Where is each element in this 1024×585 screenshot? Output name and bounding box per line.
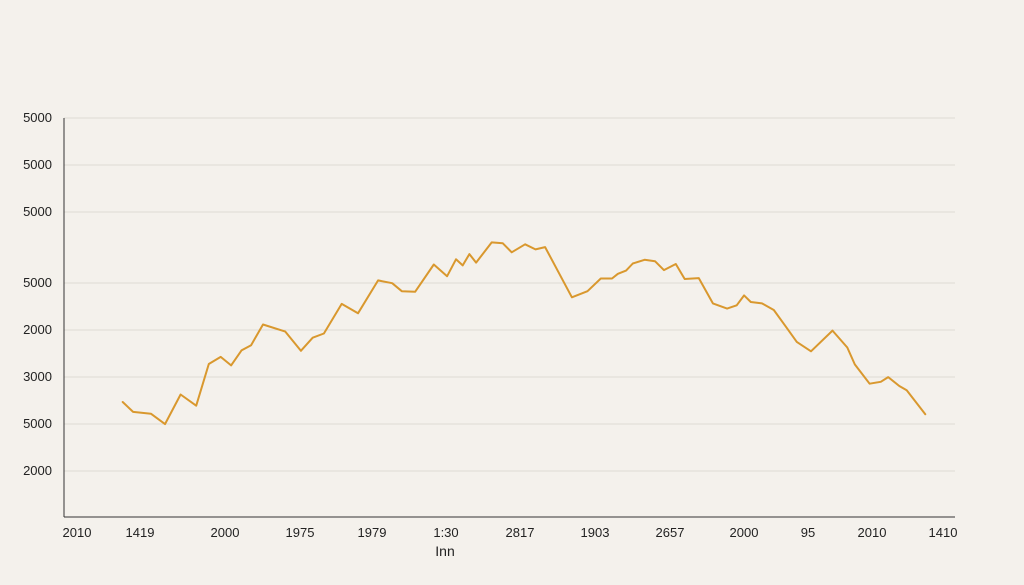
series-line bbox=[121, 241, 927, 426]
data-point bbox=[846, 346, 848, 349]
data-point bbox=[220, 356, 222, 358]
data-point bbox=[312, 337, 314, 339]
y-axis-ticks: 5000 5000 5000 5000 2000 3000 5000 2000 bbox=[23, 110, 52, 478]
x-tick-label: 95 bbox=[801, 525, 815, 540]
y-tick-label: 2000 bbox=[23, 463, 52, 478]
data-point bbox=[810, 350, 812, 352]
x-tick-label: 2657 bbox=[656, 525, 685, 540]
data-point bbox=[122, 401, 124, 403]
data-point bbox=[785, 325, 787, 327]
y-tick-label: 5000 bbox=[23, 275, 52, 290]
data-point bbox=[571, 296, 573, 298]
data-point bbox=[323, 332, 325, 335]
data-point bbox=[906, 389, 908, 391]
data-point bbox=[502, 242, 504, 244]
x-axis-ticks: 2010 1419 2000 1975 1979 1:30 2817 1903 2657 2000… bbox=[63, 525, 958, 540]
x-tick-label: 1410 bbox=[929, 525, 958, 540]
x-tick-label: 1419 bbox=[126, 525, 155, 540]
data-point bbox=[534, 248, 537, 250]
data-point bbox=[600, 277, 602, 280]
data-point bbox=[208, 363, 210, 365]
data-point bbox=[491, 241, 493, 243]
x-tick-label: 2010 bbox=[858, 525, 887, 540]
data-point bbox=[341, 303, 343, 305]
y-tick-label: 5000 bbox=[23, 416, 52, 431]
data-point bbox=[654, 260, 656, 262]
data-point bbox=[468, 253, 470, 255]
data-point bbox=[164, 423, 166, 425]
x-tick-label: 2010 bbox=[63, 525, 92, 540]
data-point bbox=[743, 294, 745, 296]
data-point bbox=[736, 304, 738, 306]
data-point bbox=[663, 269, 665, 271]
data-point bbox=[377, 279, 379, 281]
data-point bbox=[726, 308, 728, 310]
x-tick-label: 1903 bbox=[581, 525, 610, 540]
x-tick-label: 1975 bbox=[286, 525, 315, 540]
data-point bbox=[698, 277, 700, 279]
data-point bbox=[446, 275, 448, 277]
data-point bbox=[391, 282, 393, 284]
data-point bbox=[632, 262, 634, 265]
data-point bbox=[625, 270, 627, 272]
data-point bbox=[230, 364, 232, 366]
x-tick-label: 1:30 bbox=[433, 525, 458, 540]
y-tick-label: 3000 bbox=[23, 369, 52, 384]
data-point bbox=[880, 381, 882, 383]
data-point bbox=[887, 376, 889, 378]
data-point bbox=[180, 393, 182, 396]
grid-lines bbox=[64, 117, 955, 472]
data-point bbox=[611, 277, 613, 280]
data-point bbox=[401, 290, 403, 292]
x-tick-label: 1979 bbox=[358, 525, 387, 540]
y-tick-label: 2000 bbox=[23, 322, 52, 337]
data-point bbox=[773, 309, 775, 311]
x-axis-label: Inn bbox=[435, 543, 454, 559]
x-tick-label: 2000 bbox=[730, 525, 759, 540]
data-point bbox=[250, 344, 252, 346]
data-point bbox=[300, 350, 302, 352]
data-point bbox=[712, 302, 714, 304]
data-point bbox=[831, 330, 834, 332]
data-point bbox=[240, 349, 243, 351]
data-point bbox=[675, 263, 677, 265]
data-point bbox=[511, 251, 513, 253]
data-point bbox=[357, 312, 359, 314]
series-points bbox=[122, 241, 926, 425]
data-point bbox=[195, 405, 197, 407]
data-point bbox=[433, 263, 435, 266]
data-point bbox=[924, 413, 926, 415]
data-point bbox=[761, 302, 763, 304]
x-tick-label: 2000 bbox=[211, 525, 240, 540]
data-point bbox=[869, 383, 871, 385]
data-point bbox=[854, 363, 856, 365]
y-tick-label: 5000 bbox=[23, 110, 52, 125]
data-point bbox=[617, 273, 619, 275]
data-point bbox=[586, 290, 589, 292]
y-tick-label: 5000 bbox=[23, 204, 52, 219]
x-tick-label: 2817 bbox=[506, 525, 535, 540]
data-point bbox=[284, 331, 286, 333]
data-point bbox=[544, 246, 546, 248]
data-point bbox=[684, 278, 686, 280]
y-tick-label: 5000 bbox=[23, 157, 52, 172]
data-point bbox=[750, 301, 752, 303]
data-point bbox=[262, 323, 264, 326]
data-point bbox=[132, 411, 134, 413]
data-point bbox=[150, 413, 152, 415]
data-point bbox=[796, 341, 798, 343]
data-point bbox=[524, 243, 526, 245]
data-point bbox=[475, 262, 477, 264]
data-point bbox=[462, 264, 464, 266]
data-point bbox=[898, 385, 900, 387]
data-point bbox=[414, 291, 416, 293]
data-point bbox=[455, 258, 457, 260]
data-point bbox=[644, 259, 646, 261]
